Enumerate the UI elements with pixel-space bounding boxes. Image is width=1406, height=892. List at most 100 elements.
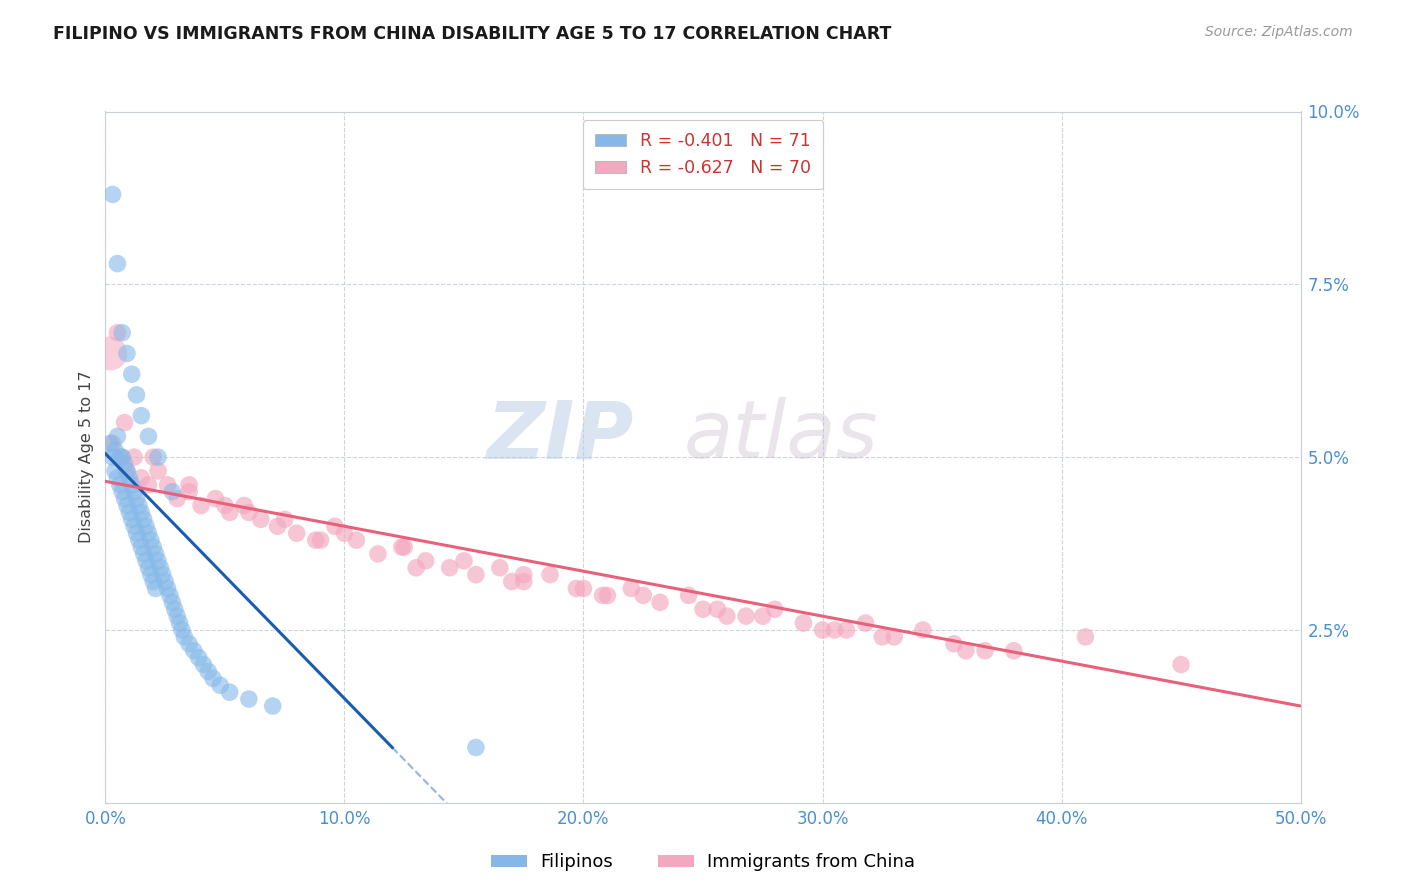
Point	[138, 526, 160, 541]
Point	[233, 499, 256, 513]
Point	[501, 574, 523, 589]
Point	[716, 609, 738, 624]
Point	[620, 582, 643, 596]
Point	[142, 574, 165, 589]
Point	[1170, 657, 1192, 672]
Point	[98, 346, 121, 360]
Point	[323, 519, 346, 533]
Point	[125, 491, 148, 506]
Point	[305, 533, 328, 547]
Point	[104, 443, 127, 458]
Point	[872, 630, 894, 644]
Point	[122, 519, 145, 533]
Point	[129, 409, 153, 423]
Point	[115, 499, 138, 513]
Text: atlas: atlas	[683, 398, 879, 475]
Point	[273, 512, 295, 526]
Point	[706, 602, 728, 616]
Point	[285, 526, 308, 541]
Point	[367, 547, 389, 561]
Point	[193, 657, 215, 672]
Point	[128, 499, 150, 513]
Point	[146, 450, 169, 464]
Point	[513, 574, 536, 589]
Point	[309, 533, 332, 547]
Point	[883, 630, 905, 644]
Point	[187, 650, 209, 665]
Point	[792, 615, 814, 630]
Point	[214, 499, 236, 513]
Point	[169, 615, 191, 630]
Point	[122, 450, 145, 464]
Point	[266, 519, 288, 533]
Point	[111, 450, 134, 464]
Point	[107, 471, 129, 485]
Point	[218, 505, 240, 519]
Text: Source: ZipAtlas.com: Source: ZipAtlas.com	[1205, 25, 1353, 39]
Legend: Filipinos, Immigrants from China: Filipinos, Immigrants from China	[484, 847, 922, 879]
Point	[197, 665, 219, 679]
Point	[129, 505, 153, 519]
Point	[565, 582, 588, 596]
Point	[111, 326, 134, 340]
Point	[121, 368, 143, 382]
Point	[107, 429, 129, 443]
Point	[209, 678, 232, 692]
Point	[108, 450, 131, 464]
Point	[114, 416, 136, 430]
Point	[513, 567, 536, 582]
Point	[974, 644, 997, 658]
Point	[142, 450, 165, 464]
Point	[811, 623, 834, 637]
Point	[464, 740, 488, 755]
Point	[835, 623, 858, 637]
Point	[911, 623, 934, 637]
Point	[98, 436, 121, 450]
Point	[166, 491, 188, 506]
Point	[162, 484, 184, 499]
Point	[138, 561, 160, 575]
Point	[202, 671, 225, 685]
Point	[405, 561, 427, 575]
Point	[145, 547, 167, 561]
Point	[111, 450, 134, 464]
Point	[129, 471, 153, 485]
Point	[648, 595, 671, 609]
Point	[145, 582, 167, 596]
Point	[118, 471, 141, 485]
Point	[163, 602, 186, 616]
Point	[170, 623, 193, 637]
Point	[115, 464, 138, 478]
Point	[159, 589, 181, 603]
Point	[153, 574, 177, 589]
Point	[128, 533, 150, 547]
Point	[439, 561, 461, 575]
Point	[592, 589, 614, 603]
Point	[453, 554, 475, 568]
Point	[139, 533, 162, 547]
Point	[855, 615, 877, 630]
Point	[633, 589, 655, 603]
Point	[955, 644, 977, 658]
Point	[166, 609, 188, 624]
Point	[572, 582, 595, 596]
Point	[218, 685, 240, 699]
Point	[156, 582, 179, 596]
Point	[107, 257, 129, 271]
Text: ZIP: ZIP	[486, 398, 633, 475]
Point	[489, 561, 512, 575]
Point	[125, 526, 148, 541]
Point	[152, 567, 174, 582]
Point	[132, 547, 155, 561]
Point	[177, 637, 201, 651]
Point	[111, 484, 134, 499]
Point	[135, 554, 157, 568]
Point	[114, 491, 136, 506]
Point	[114, 457, 136, 471]
Point	[183, 644, 205, 658]
Point	[538, 567, 561, 582]
Point	[238, 505, 260, 519]
Point	[146, 464, 169, 478]
Point	[392, 540, 416, 554]
Legend: R = -0.401   N = 71, R = -0.627   N = 70: R = -0.401 N = 71, R = -0.627 N = 70	[582, 120, 824, 189]
